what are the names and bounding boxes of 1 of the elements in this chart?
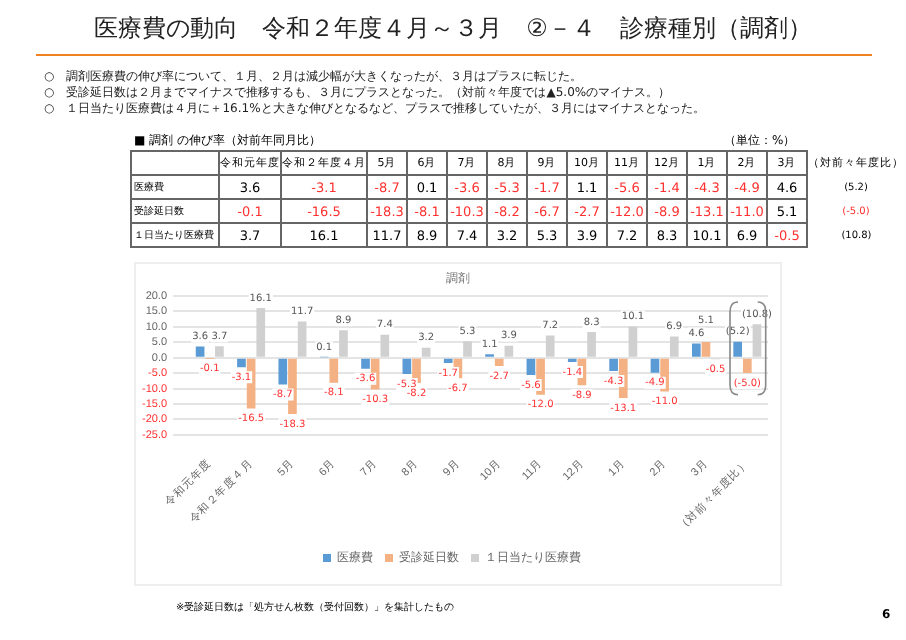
- chart-title: 医療費の動向 令和２年度４月～３月 ②－４ 診療種別（調剤）: [92, 12, 814, 46]
